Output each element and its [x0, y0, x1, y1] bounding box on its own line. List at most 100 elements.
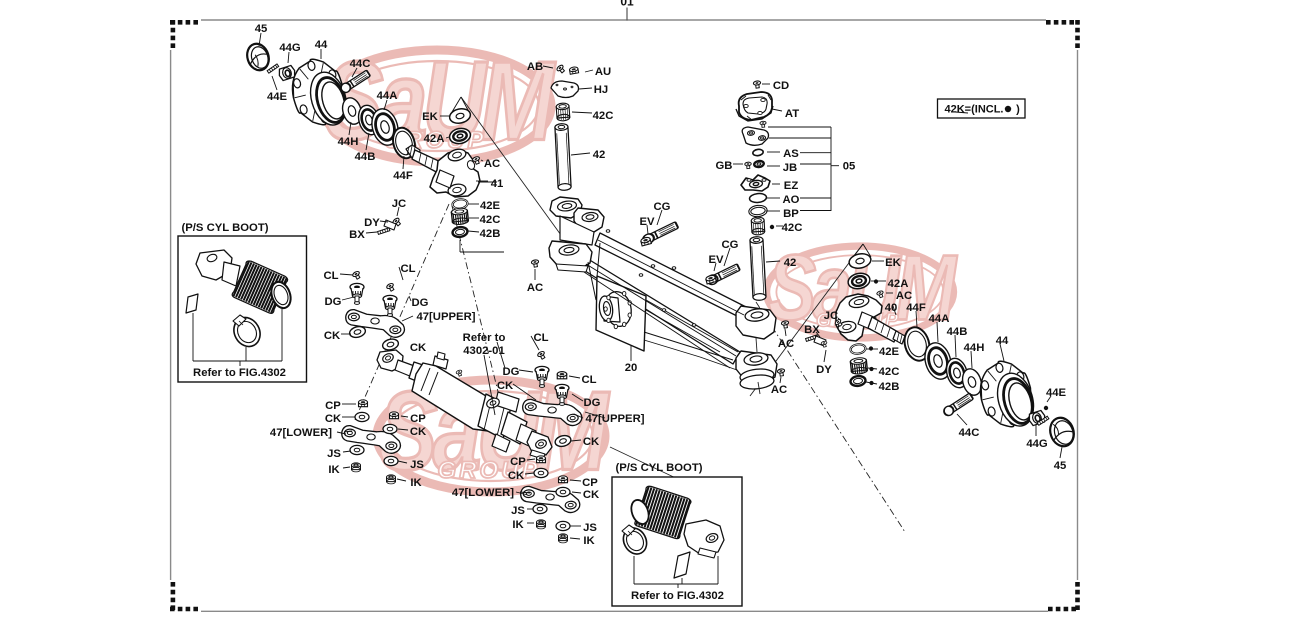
svg-text:CL: CL — [533, 332, 548, 344]
svg-text:DG: DG — [325, 296, 342, 308]
svg-text:CK: CK — [325, 413, 342, 425]
svg-text:JS: JS — [511, 505, 525, 517]
svg-text:CL: CL — [323, 270, 338, 282]
svg-text:CK: CK — [497, 380, 514, 392]
svg-text:CG: CG — [654, 201, 671, 213]
svg-text:IK: IK — [328, 464, 340, 476]
svg-text:44F: 44F — [393, 170, 413, 182]
svg-text:CK: CK — [324, 330, 341, 342]
svg-text:44E: 44E — [1046, 387, 1067, 399]
svg-text:47[UPPER]: 47[UPPER] — [416, 311, 475, 323]
svg-text:41: 41 — [491, 178, 504, 190]
svg-text:EV: EV — [639, 216, 655, 228]
svg-text:DG: DG — [412, 297, 429, 309]
svg-text:Refer to FIG.4302: Refer to FIG.4302 — [193, 367, 286, 379]
svg-text:EZ: EZ — [784, 180, 799, 192]
svg-text:42C: 42C — [593, 110, 614, 122]
svg-text:GB: GB — [716, 160, 733, 172]
svg-text:44A: 44A — [929, 313, 950, 325]
svg-text:44C: 44C — [350, 58, 371, 70]
svg-text:44H: 44H — [338, 136, 359, 148]
svg-text:(P/S CYL BOOT): (P/S CYL BOOT) — [615, 462, 702, 474]
svg-text:42A: 42A — [888, 278, 909, 290]
svg-text:BX: BX — [349, 229, 365, 241]
svg-text:DG: DG — [503, 366, 520, 378]
svg-text:20: 20 — [625, 362, 638, 374]
svg-text:JS: JS — [327, 448, 341, 460]
svg-text:01: 01 — [620, 0, 634, 9]
svg-text:BP: BP — [783, 208, 799, 220]
svg-text:CK: CK — [508, 470, 525, 482]
svg-text:EK: EK — [422, 111, 439, 123]
svg-text:44A: 44A — [377, 90, 398, 102]
svg-text:47[LOWER]: 47[LOWER] — [270, 427, 332, 439]
svg-text:44: 44 — [996, 335, 1009, 347]
svg-text:SaUM: SaUM — [325, 39, 556, 164]
svg-text:CL: CL — [581, 374, 596, 386]
svg-text:47[UPPER]: 47[UPPER] — [585, 413, 644, 425]
svg-text:42E: 42E — [480, 200, 501, 212]
svg-text:JC: JC — [392, 198, 406, 210]
svg-text:AT: AT — [785, 108, 799, 120]
svg-text:CL: CL — [400, 263, 415, 275]
svg-text:AC: AC — [527, 282, 543, 294]
svg-text:44G: 44G — [1026, 438, 1048, 450]
svg-text:42C: 42C — [782, 222, 803, 234]
svg-text:IK: IK — [512, 519, 524, 531]
svg-text:44H: 44H — [964, 342, 985, 354]
svg-text:42B: 42B — [879, 381, 900, 393]
svg-text:44: 44 — [315, 39, 328, 51]
svg-text:CP: CP — [410, 413, 426, 425]
svg-text:): ) — [1016, 104, 1020, 116]
svg-text:45: 45 — [255, 23, 268, 35]
svg-text:DY: DY — [816, 364, 832, 376]
svg-text:CG: CG — [722, 239, 739, 251]
svg-text:JS: JS — [410, 459, 424, 471]
svg-text:44B: 44B — [355, 151, 376, 163]
svg-text:42: 42 — [593, 149, 606, 161]
svg-text:CD: CD — [773, 80, 789, 92]
svg-text:Refer to: Refer to — [463, 332, 506, 344]
svg-text:JB: JB — [783, 162, 797, 174]
svg-text:AC: AC — [484, 158, 500, 170]
svg-text:CK: CK — [410, 426, 427, 438]
svg-text:GROUP: GROUP — [437, 457, 540, 484]
svg-text:EK: EK — [885, 257, 902, 269]
svg-text:CK: CK — [583, 436, 600, 448]
svg-text:CK: CK — [410, 342, 427, 354]
svg-text:AC: AC — [896, 290, 912, 302]
svg-text:DY: DY — [364, 217, 380, 229]
svg-text:CP: CP — [510, 456, 526, 468]
svg-text:AC: AC — [771, 384, 787, 396]
svg-text:CP: CP — [582, 477, 598, 489]
svg-text:AU: AU — [595, 66, 611, 78]
svg-text:AB: AB — [527, 61, 543, 73]
svg-text:42K=(INCL.: 42K=(INCL. — [945, 104, 1004, 116]
svg-text:42C: 42C — [879, 366, 900, 378]
svg-text:42A: 42A — [424, 133, 445, 145]
svg-text:(P/S CYL BOOT): (P/S CYL BOOT) — [181, 222, 268, 234]
svg-text:42B: 42B — [480, 228, 501, 240]
svg-text:45: 45 — [1054, 460, 1067, 472]
svg-text:40: 40 — [885, 302, 898, 314]
svg-text:42E: 42E — [879, 346, 900, 358]
svg-text:47[LOWER]: 47[LOWER] — [452, 487, 514, 499]
svg-text:CP: CP — [325, 400, 341, 412]
svg-text:AS: AS — [783, 148, 799, 160]
svg-text:44B: 44B — [947, 326, 968, 338]
svg-text:DG: DG — [584, 397, 601, 409]
svg-text:Refer to FIG.4302: Refer to FIG.4302 — [631, 590, 724, 602]
svg-text:EV: EV — [708, 254, 724, 266]
svg-text:IK: IK — [583, 535, 595, 547]
svg-text:JS: JS — [583, 522, 597, 534]
svg-text:JC: JC — [824, 310, 838, 322]
svg-text:44G: 44G — [279, 42, 301, 54]
svg-text:IK: IK — [410, 477, 422, 489]
svg-text:44E: 44E — [267, 91, 288, 103]
svg-text:BX: BX — [804, 324, 820, 336]
svg-text:4302-01: 4302-01 — [463, 345, 504, 357]
svg-text:42: 42 — [784, 257, 797, 269]
svg-text:AO: AO — [783, 194, 800, 206]
svg-text:05: 05 — [843, 161, 856, 173]
svg-text:44C: 44C — [959, 427, 980, 439]
